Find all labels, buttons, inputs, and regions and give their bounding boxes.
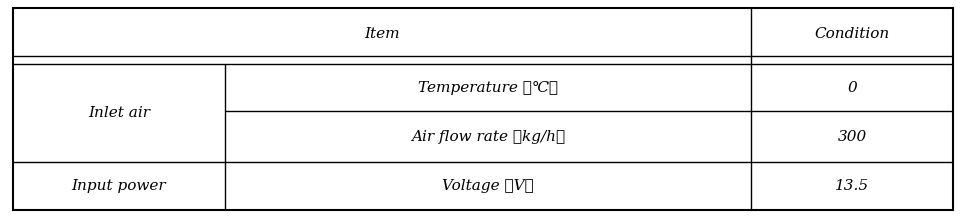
Text: 13.5: 13.5 — [835, 179, 869, 193]
Text: 0: 0 — [847, 80, 857, 95]
Text: 300: 300 — [838, 130, 867, 144]
Text: Condition: Condition — [814, 27, 890, 41]
Text: Inlet air: Inlet air — [88, 106, 150, 120]
Text: Input power: Input power — [71, 179, 166, 193]
Text: Item: Item — [364, 27, 399, 41]
Text: Voltage （V）: Voltage （V） — [442, 179, 533, 193]
Text: Temperature （℃）: Temperature （℃） — [418, 80, 557, 95]
Text: Air flow rate （kg/h）: Air flow rate （kg/h） — [411, 130, 565, 144]
